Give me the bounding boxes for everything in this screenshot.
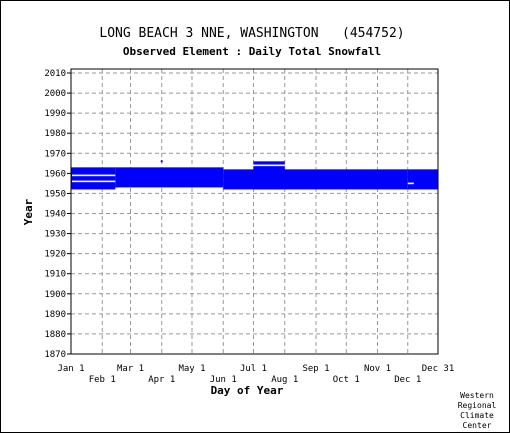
x-axis-label: Day of Year (211, 384, 284, 397)
x-tick-label: Dec 31 (422, 364, 455, 374)
y-tick-label: 1870 (44, 350, 66, 360)
credit-line-4: Center (463, 421, 492, 430)
x-tick-label: Nov 1 (364, 364, 391, 374)
y-tick-label: 2010 (44, 69, 66, 79)
y-tick-label: 1990 (44, 109, 66, 119)
x-tick-label: Sep 1 (302, 364, 329, 374)
y-tick-label: 1970 (44, 149, 66, 159)
y-tick-label: 1930 (44, 230, 66, 240)
data-point (160, 160, 163, 163)
x-tick-label: Aug 1 (271, 375, 298, 385)
data-gap (72, 180, 116, 183)
data-coverage-block (407, 169, 438, 190)
x-tick-label: Jun 1 (210, 375, 237, 385)
y-tick-label: 1960 (44, 169, 66, 179)
data-coverage-block (71, 167, 116, 190)
y-tick-label: 1890 (44, 310, 66, 320)
data-coverage-block (115, 167, 224, 188)
y-tick-label: 1900 (44, 290, 66, 300)
credit-line-1: Western (460, 391, 494, 400)
x-tick-label: Jan 1 (57, 364, 84, 374)
x-tick-label: Dec 1 (394, 375, 421, 385)
chart-subtitle: Observed Element : Daily Total Snowfall (123, 45, 381, 58)
x-tick-label: Oct 1 (333, 375, 360, 385)
data-gap (253, 164, 285, 167)
x-tick-labels: Jan 1 Mar 1 May 1 Jul 1 Sep 1 Nov 1 Dec 31 Feb … (57, 364, 454, 385)
x-tick-label: May 1 (178, 364, 205, 374)
y-tick-label: 2000 (44, 89, 66, 99)
x-tick-label: Jul 1 (240, 364, 267, 374)
plot-border (70, 68, 439, 355)
x-tick-label: Mar 1 (117, 364, 144, 374)
y-tick-label: 1920 (44, 250, 66, 260)
x-tick-label: Apr 1 (148, 375, 175, 385)
data-gap (407, 182, 414, 185)
y-tick-label: 1880 (44, 330, 66, 340)
y-axis-label: Year (22, 198, 35, 225)
data-layer (71, 160, 438, 190)
grid-lines (70, 69, 439, 355)
wrcc-credit: Western Regional Climate Center (458, 391, 497, 430)
y-tick-label: 1940 (44, 210, 66, 220)
y-tick-label: 1950 (44, 189, 66, 199)
y-tick-labels: 1870 1880 1890 1900 1910 1920 1930 1940 1950 1960… (44, 69, 71, 360)
data-gap (72, 174, 116, 177)
chart-title: LONG BEACH 3 NNE, WASHINGTON (454752) (99, 26, 404, 41)
data-coverage-block (223, 169, 408, 190)
credit-line-3: Climate (460, 411, 494, 420)
x-tick-label: Feb 1 (89, 375, 116, 385)
y-tick-label: 1980 (44, 129, 66, 139)
credit-line-2: Regional (458, 401, 497, 410)
y-tick-label: 1910 (44, 270, 66, 280)
